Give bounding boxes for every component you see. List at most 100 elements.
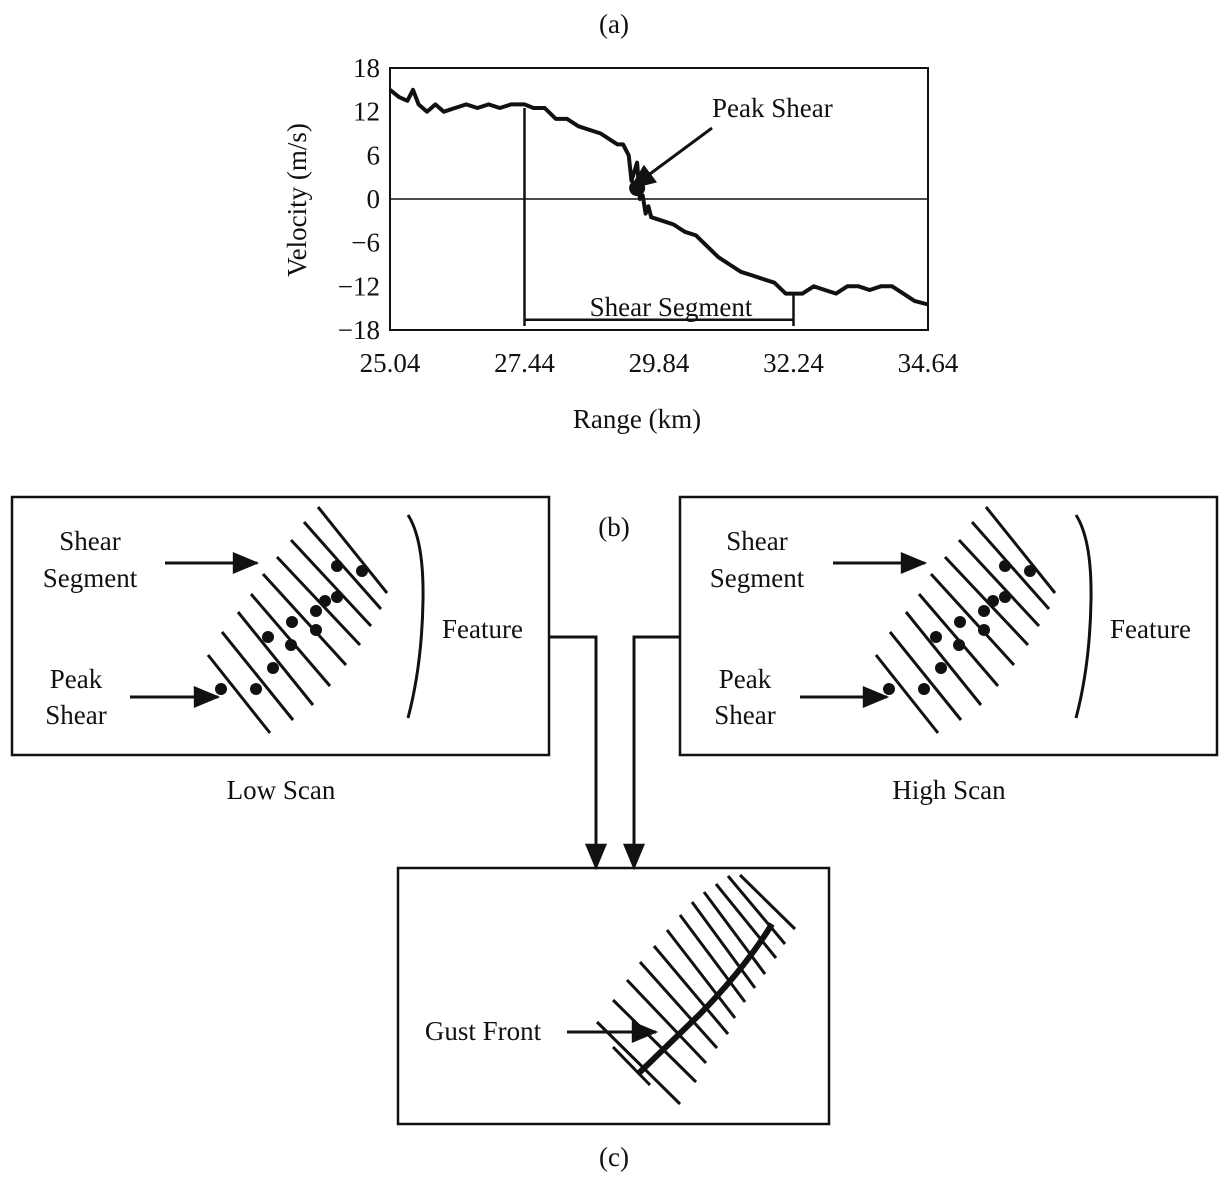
low-scan-box <box>10 495 551 757</box>
x-tick-label: 29.84 <box>629 348 690 378</box>
high-scan-peak-point <box>978 605 990 617</box>
y-tick-labels: 18 12 6 0 −6 −12 −18 <box>338 53 380 345</box>
high-scan-peak-point <box>999 560 1011 572</box>
x-axis-label: Range (km) <box>573 404 701 434</box>
low-scan-peak-point <box>331 591 343 603</box>
y-tick-label: 18 <box>353 53 380 83</box>
low-shear-segment-label-2: Segment <box>43 563 138 593</box>
y-tick-label: −6 <box>351 228 380 258</box>
low-peak-shear-label-1: Peak <box>50 664 103 694</box>
high-scan-peak-point <box>930 631 942 643</box>
low-scan-caption: Low Scan <box>227 775 336 805</box>
low-peak-shear-label-2: Shear <box>45 700 106 730</box>
gust-front-line <box>635 922 775 1077</box>
high-shear-segment-label-1: Shear <box>726 526 787 556</box>
high-scan-peak-point <box>935 662 947 674</box>
low-scan-peak-point <box>356 565 368 577</box>
combined-shear-segment <box>665 929 737 1019</box>
high-to-combined-connector <box>623 635 680 871</box>
low-scan-peak-point <box>331 560 343 572</box>
low-scan-panel: Shear Segment Peak Shear Feature Low Sca… <box>10 495 551 805</box>
low-scan-peak-point <box>267 662 279 674</box>
combined-shear-segment <box>652 945 730 1035</box>
combined-shear-segment <box>690 901 757 989</box>
panel-label-b: (b) <box>598 512 629 542</box>
high-scan-panel: Shear Segment Peak Shear Feature High Sc… <box>678 495 1219 805</box>
x-tick-labels: 25.04 27.44 29.84 32.24 34.64 <box>360 348 959 378</box>
combined-box <box>396 866 831 1126</box>
low-scan-peak-point <box>286 616 298 628</box>
peak-shear-label: Peak Shear <box>712 93 833 123</box>
high-peak-shear-label-1: Peak <box>719 664 772 694</box>
low-scan-peak-point <box>285 639 297 651</box>
low-scan-shear-segment <box>289 538 373 628</box>
combined-shear-segment <box>595 1020 682 1106</box>
high-scan-peak-point <box>953 639 965 651</box>
low-scan-peak-point <box>262 631 274 643</box>
high-scan-shear-segment <box>929 572 1016 667</box>
x-tick-label: 32.24 <box>763 348 824 378</box>
low-scan-peak-point <box>250 683 262 695</box>
high-shear-segment-label-2: Segment <box>710 563 805 593</box>
combined-shear-segment <box>726 875 787 945</box>
y-axis-label: Velocity (m/s) <box>282 123 312 277</box>
low-scan-shear-segment <box>206 654 272 734</box>
high-feature-bracket <box>1074 514 1093 719</box>
low-scan-shear-segment <box>316 506 389 594</box>
x-tick-label: 27.44 <box>494 348 555 378</box>
high-scan-peak-points <box>883 560 1036 695</box>
low-shear-segment-label-1: Shear <box>59 526 120 556</box>
high-peak-shear-label-2: Shear <box>714 700 775 730</box>
high-scan-shear-segment <box>888 631 963 721</box>
high-scan-shear-segment <box>874 654 940 734</box>
peak-shear-arrow <box>629 126 713 190</box>
high-scan-shear-segment <box>943 555 1030 647</box>
low-to-combined-connector <box>549 635 607 871</box>
high-feature-label: Feature <box>1110 614 1191 644</box>
combined-shear-segment <box>611 1045 652 1087</box>
y-tick-label: −18 <box>338 315 380 345</box>
combined-shear-segment <box>714 883 778 959</box>
high-scan-caption: High Scan <box>892 775 1006 805</box>
high-scan-peak-point <box>918 683 930 695</box>
gust-front-label: Gust Front <box>425 1016 542 1046</box>
low-scan-peak-point <box>215 683 227 695</box>
high-scan-peak-point <box>987 595 999 607</box>
velocity-chart: 25.04 27.44 29.84 32.24 34.64 18 12 6 0 −6 −12 −18… <box>282 53 959 434</box>
high-scan-box <box>678 495 1219 757</box>
low-scan-shear-segment <box>261 572 348 667</box>
panel-label-a: (a) <box>599 9 629 39</box>
low-scan-shear-segment <box>275 555 362 647</box>
y-tick-label: −12 <box>338 271 380 301</box>
high-scan-shear-segment <box>984 506 1057 594</box>
combined-shear-segment <box>638 960 719 1050</box>
high-scan-peak-point <box>978 624 990 636</box>
low-scan-peak-point <box>310 605 322 617</box>
high-scan-shear-segments <box>874 506 1057 734</box>
low-scan-shear-segments <box>206 506 389 734</box>
low-feature-label: Feature <box>442 614 523 644</box>
high-scan-peak-point <box>954 616 966 628</box>
y-tick-label: 12 <box>353 97 380 127</box>
low-scan-peak-point <box>319 595 331 607</box>
combined-shear-segments <box>595 873 797 1106</box>
combined-shear-segment <box>625 978 708 1065</box>
high-scan-peak-point <box>999 591 1011 603</box>
high-scan-peak-point <box>883 683 895 695</box>
velocity-series-line <box>388 87 929 307</box>
combined-shear-segment <box>702 891 767 975</box>
high-scan-peak-point <box>1024 565 1036 577</box>
panel-label-c: (c) <box>599 1142 629 1172</box>
combined-shear-segment <box>738 873 797 931</box>
combined-shear-segment <box>678 914 747 1003</box>
y-tick-label: 0 <box>367 184 381 214</box>
low-feature-bracket <box>406 514 425 719</box>
low-scan-peak-point <box>310 624 322 636</box>
high-scan-shear-segment <box>904 611 983 706</box>
low-scan-shear-segment <box>236 611 315 706</box>
low-scan-peak-points <box>215 560 368 695</box>
shear-segment-label: Shear Segment <box>590 292 753 322</box>
low-scan-shear-segment <box>220 631 295 721</box>
x-tick-label: 25.04 <box>360 348 421 378</box>
